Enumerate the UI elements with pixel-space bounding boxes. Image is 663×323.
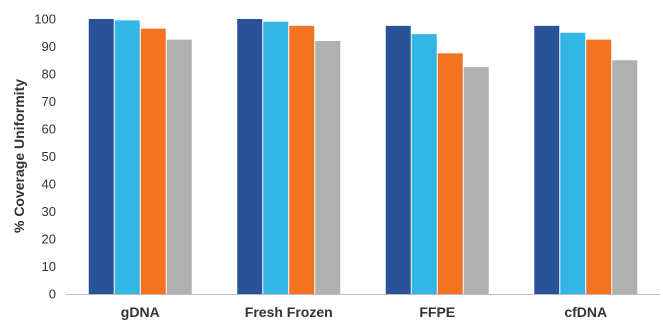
y-axis-title: % Coverage Uniformity [11, 79, 27, 233]
bar [385, 25, 411, 294]
y-tick-label: 20 [42, 232, 56, 247]
y-tick-label: 50 [42, 149, 56, 164]
bar [586, 39, 612, 294]
y-tick-label: 40 [42, 177, 56, 192]
bar [263, 21, 289, 294]
bar [411, 34, 437, 294]
category-label: FFPE [419, 304, 455, 320]
bar [114, 20, 140, 294]
y-tick-label: 80 [42, 67, 56, 82]
category-label: cfDNA [564, 304, 607, 320]
bar [315, 41, 341, 294]
bar [463, 67, 489, 294]
y-tick-label: 70 [42, 94, 56, 109]
y-tick-label: 60 [42, 122, 56, 137]
bar [166, 39, 192, 294]
bar [534, 25, 560, 294]
bar [88, 19, 114, 294]
bar [237, 19, 263, 294]
y-axis-ticks: 0 10 20 30 40 50 60 70 80 90 100 [34, 12, 56, 302]
y-tick-label: 30 [42, 204, 56, 219]
y-tick-label: 0 [49, 287, 56, 302]
bars [88, 19, 638, 294]
y-tick-label: 100 [34, 12, 56, 27]
y-tick-label: 10 [42, 259, 56, 274]
bar [437, 53, 463, 294]
y-tick-label: 90 [42, 39, 56, 54]
category-label: Fresh Frozen [245, 304, 333, 320]
bar [612, 60, 638, 294]
category-label: gDNA [121, 304, 160, 320]
bar [140, 28, 166, 294]
bar [560, 32, 586, 294]
bar [289, 25, 315, 294]
category-labels: gDNA Fresh Frozen FFPE cfDNA [121, 304, 607, 320]
